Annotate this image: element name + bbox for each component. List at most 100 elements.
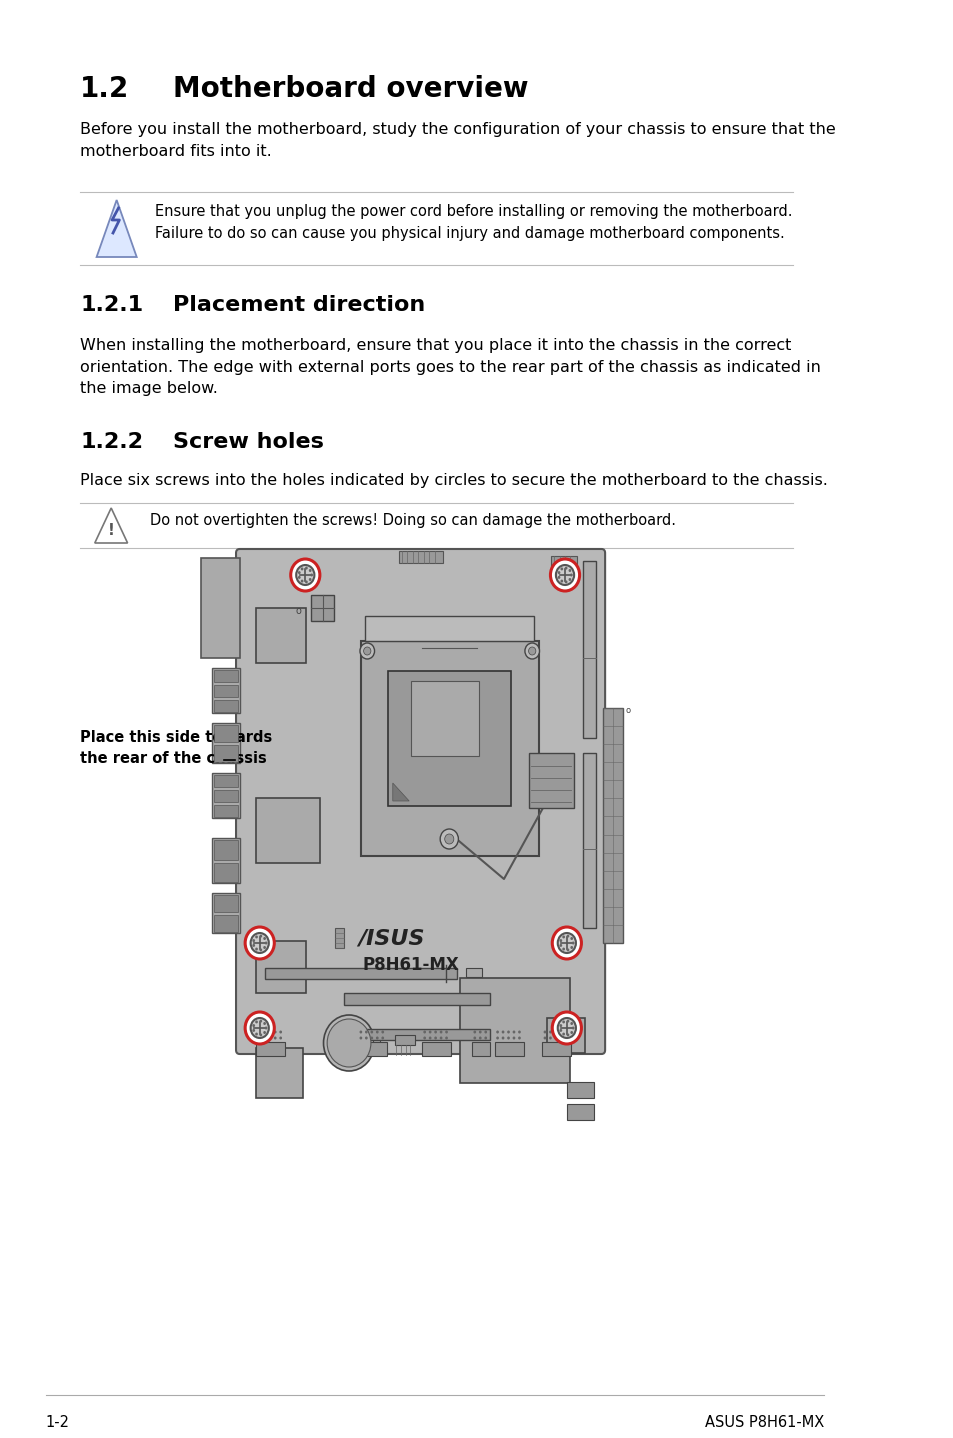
Circle shape	[309, 578, 312, 581]
Circle shape	[501, 1031, 504, 1034]
Circle shape	[253, 939, 254, 942]
Circle shape	[263, 938, 266, 940]
Bar	[213, 915, 237, 932]
Bar	[213, 700, 237, 712]
Bar	[213, 789, 237, 802]
Circle shape	[484, 1037, 487, 1040]
Circle shape	[439, 1031, 442, 1034]
Circle shape	[565, 1031, 568, 1034]
Circle shape	[559, 1031, 562, 1034]
Text: Before you install the motherboard, study the configuration of your chassis to e: Before you install the motherboard, stud…	[80, 122, 835, 158]
Circle shape	[245, 928, 274, 959]
Circle shape	[263, 1022, 266, 1025]
Bar	[344, 1030, 490, 1040]
Bar	[528, 754, 574, 808]
Circle shape	[559, 568, 562, 571]
Circle shape	[434, 1037, 436, 1040]
Circle shape	[251, 1018, 269, 1038]
Bar	[201, 558, 239, 659]
Circle shape	[564, 567, 567, 569]
Circle shape	[558, 939, 561, 942]
Text: Motherboard overview: Motherboard overview	[172, 75, 528, 104]
Circle shape	[566, 949, 569, 952]
Circle shape	[570, 1031, 573, 1034]
Circle shape	[257, 1037, 260, 1040]
Bar	[546, 1018, 584, 1053]
Circle shape	[253, 1030, 254, 1032]
Circle shape	[295, 565, 314, 585]
Circle shape	[254, 948, 257, 951]
Circle shape	[259, 1020, 262, 1022]
Circle shape	[279, 1037, 282, 1040]
Circle shape	[554, 1031, 557, 1034]
Text: /ISUS: /ISUS	[357, 928, 424, 948]
Circle shape	[375, 1031, 378, 1034]
Bar	[566, 1104, 594, 1120]
Bar	[357, 1043, 387, 1055]
Circle shape	[524, 643, 539, 659]
Circle shape	[570, 946, 573, 949]
Circle shape	[543, 1031, 546, 1034]
Bar	[365, 615, 534, 641]
Circle shape	[381, 1037, 384, 1040]
Circle shape	[554, 1037, 557, 1040]
Circle shape	[558, 943, 561, 946]
Bar	[388, 672, 511, 807]
Circle shape	[263, 946, 266, 949]
Bar	[551, 557, 577, 568]
Circle shape	[558, 575, 559, 580]
Circle shape	[259, 935, 262, 938]
Circle shape	[323, 1015, 375, 1071]
Text: ASUS P8H61-MX: ASUS P8H61-MX	[704, 1415, 823, 1429]
Circle shape	[507, 1037, 509, 1040]
Circle shape	[274, 1031, 276, 1034]
Circle shape	[570, 574, 572, 577]
Circle shape	[359, 1031, 362, 1034]
Circle shape	[517, 1031, 520, 1034]
Bar	[213, 723, 239, 764]
Circle shape	[291, 559, 319, 591]
Circle shape	[370, 1031, 373, 1034]
Text: 1.2.2: 1.2.2	[80, 431, 143, 452]
Circle shape	[570, 938, 573, 940]
Circle shape	[265, 1027, 267, 1030]
Circle shape	[478, 1031, 481, 1034]
Bar	[582, 561, 596, 738]
Text: Placement direction: Placement direction	[172, 295, 425, 315]
Bar	[213, 893, 239, 933]
Circle shape	[254, 936, 257, 939]
Bar	[213, 684, 237, 697]
Circle shape	[566, 935, 569, 938]
Circle shape	[473, 1031, 476, 1034]
Bar	[255, 940, 306, 994]
Circle shape	[251, 933, 269, 953]
Bar	[421, 1043, 451, 1055]
Circle shape	[566, 1020, 569, 1022]
Circle shape	[370, 1037, 373, 1040]
Circle shape	[327, 1020, 371, 1067]
Circle shape	[501, 1037, 504, 1040]
Bar	[582, 754, 596, 928]
Circle shape	[300, 580, 303, 582]
Circle shape	[363, 647, 371, 654]
Circle shape	[552, 1012, 580, 1044]
Circle shape	[254, 1032, 257, 1035]
Bar	[311, 595, 335, 621]
Bar	[213, 775, 237, 787]
Circle shape	[559, 1037, 562, 1040]
Bar	[602, 707, 622, 943]
Circle shape	[570, 1022, 573, 1025]
Circle shape	[558, 933, 576, 953]
Circle shape	[423, 1031, 426, 1034]
Bar	[472, 1043, 490, 1055]
Circle shape	[297, 571, 300, 574]
Bar	[566, 1081, 594, 1099]
Circle shape	[263, 1031, 265, 1034]
Circle shape	[297, 575, 300, 580]
Bar	[255, 798, 319, 863]
Circle shape	[279, 1031, 282, 1034]
FancyBboxPatch shape	[235, 549, 604, 1054]
Text: !: !	[108, 523, 114, 538]
Circle shape	[259, 1034, 262, 1037]
Circle shape	[268, 1037, 271, 1040]
